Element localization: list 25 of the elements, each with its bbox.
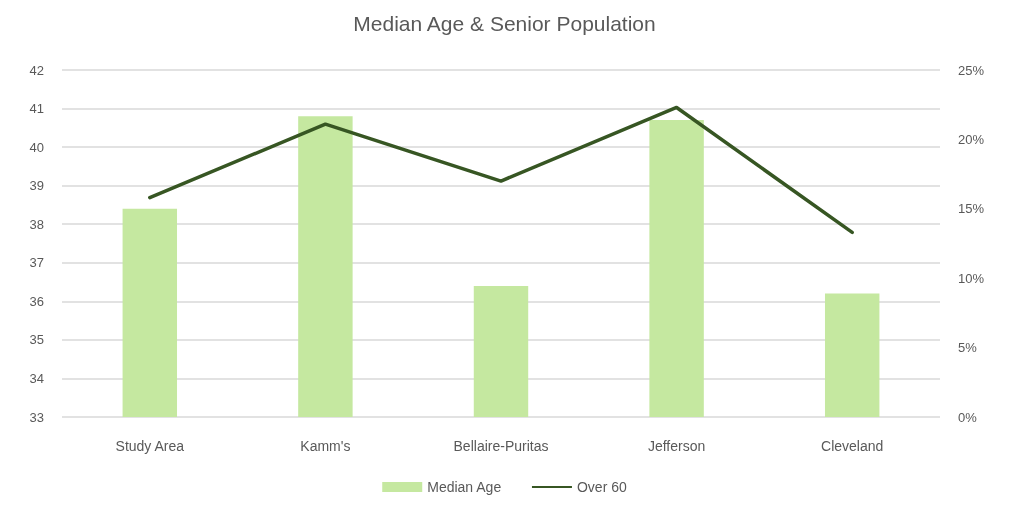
- y2-tick-label: 10%: [958, 270, 985, 286]
- y-tick-label: 34: [29, 370, 44, 386]
- y-tick-label: 35: [29, 332, 44, 348]
- y-tick-label: 39: [29, 178, 44, 194]
- y2-tick-label: 0%: [958, 409, 978, 425]
- y-tick-label: 42: [29, 62, 44, 78]
- y-tick-label: 33: [29, 409, 44, 425]
- y-tick-label: 36: [29, 293, 44, 309]
- y-tick-label: 38: [29, 216, 44, 232]
- chart-title: Median Age & Senior Population: [353, 12, 656, 35]
- y2-tick-label: 20%: [958, 131, 985, 147]
- x-tick-label: Jefferson: [647, 438, 706, 454]
- y2-tick-label: 25%: [958, 62, 985, 78]
- legend-label: Over 60: [576, 479, 627, 495]
- y2-tick-label: 5%: [958, 340, 978, 356]
- x-tick-label: Bellaire-Puritas: [453, 438, 549, 454]
- y-tick-label: 40: [29, 139, 44, 155]
- line-series: [148, 105, 854, 235]
- y2-tick-label: 15%: [958, 201, 985, 217]
- x-tick-label: Kamm's: [300, 438, 351, 454]
- x-tick-label: Study Area: [115, 438, 185, 454]
- y-tick-label: 37: [29, 255, 44, 271]
- x-tick-label: Cleveland: [821, 438, 884, 454]
- legend-label: Median Age: [427, 479, 502, 495]
- y-tick-label: 41: [29, 101, 44, 117]
